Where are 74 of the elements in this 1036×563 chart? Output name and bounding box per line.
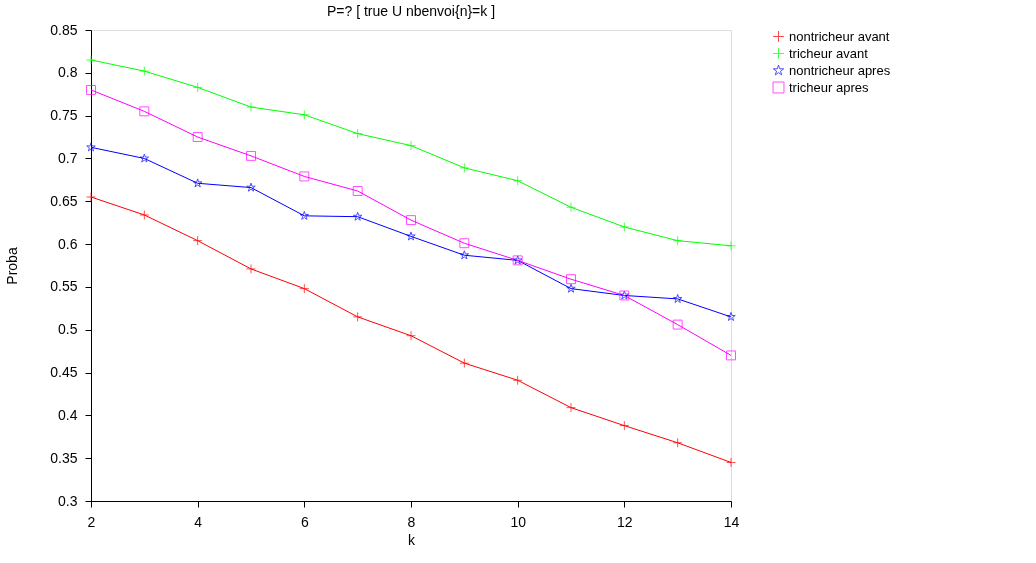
x-tick-label: 6 xyxy=(300,513,309,530)
point xyxy=(726,311,736,321)
point xyxy=(352,311,363,322)
point xyxy=(352,128,363,139)
point xyxy=(406,231,416,241)
point xyxy=(459,358,470,369)
point xyxy=(619,420,630,431)
point xyxy=(726,350,736,361)
point xyxy=(246,263,256,274)
point xyxy=(459,162,470,173)
point xyxy=(459,238,470,249)
point xyxy=(299,171,310,182)
point xyxy=(246,150,256,161)
legend-label: nontricheur apres xyxy=(789,62,891,78)
y-tick-label: 0.65 xyxy=(50,192,78,209)
point xyxy=(299,283,310,294)
point xyxy=(139,153,150,163)
y-tick-label: 0.45 xyxy=(50,364,78,381)
point xyxy=(406,140,416,151)
point xyxy=(139,210,150,220)
x-tick-label: 2 xyxy=(87,513,96,530)
y-tick-label: 0.35 xyxy=(50,449,78,466)
point xyxy=(512,175,523,186)
point xyxy=(246,182,256,192)
y-tick-label: 0.55 xyxy=(50,278,78,295)
point xyxy=(86,142,96,152)
x-tick-label: 12 xyxy=(617,513,633,530)
y-tick-label: 0.85 xyxy=(50,21,78,38)
y-tick-label: 0.6 xyxy=(58,235,78,252)
x-tick-label: 10 xyxy=(510,513,527,530)
y-tick-label: 0.7 xyxy=(58,149,78,166)
point xyxy=(406,215,416,226)
y-tick-label: 0.3 xyxy=(58,492,78,509)
point xyxy=(672,235,683,246)
point xyxy=(512,375,523,386)
point xyxy=(299,210,310,220)
legend-label: tricheur apres xyxy=(789,79,869,95)
point xyxy=(139,66,150,77)
point xyxy=(352,186,363,196)
point xyxy=(726,240,736,251)
x-tick-label: 8 xyxy=(407,513,416,530)
point xyxy=(672,319,683,330)
point xyxy=(352,211,363,221)
point xyxy=(406,330,416,341)
y-tick-label: 0.4 xyxy=(58,406,78,423)
point xyxy=(192,132,203,143)
point xyxy=(86,192,96,202)
point xyxy=(566,402,576,413)
point xyxy=(246,102,256,113)
y-tick-label: 0.8 xyxy=(58,64,78,81)
point xyxy=(192,82,203,93)
point xyxy=(299,109,310,120)
point xyxy=(459,250,470,260)
y-axis-title: Proba xyxy=(4,247,21,285)
point xyxy=(139,106,150,117)
legend-label: tricheur avant xyxy=(789,45,869,61)
y-tick-label: 0.75 xyxy=(50,107,78,124)
x-tick-label: 14 xyxy=(723,513,740,530)
point xyxy=(566,283,576,293)
point xyxy=(672,437,683,448)
point xyxy=(726,457,736,468)
point xyxy=(192,235,203,246)
point xyxy=(86,84,96,95)
point xyxy=(566,202,576,213)
point xyxy=(566,274,576,285)
y-tick-label: 0.5 xyxy=(58,321,78,338)
point xyxy=(672,293,683,304)
point xyxy=(619,221,630,232)
point xyxy=(192,178,203,188)
point xyxy=(86,55,96,65)
legend-label: nontricheur avant xyxy=(789,28,890,44)
chart-title: P=? [ true U nbenvoi{n}=k ] xyxy=(326,3,496,19)
x-tick-label: 4 xyxy=(194,513,203,530)
x-axis-title: k xyxy=(408,531,416,548)
